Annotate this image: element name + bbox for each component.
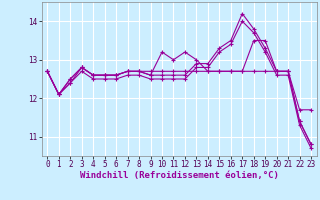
X-axis label: Windchill (Refroidissement éolien,°C): Windchill (Refroidissement éolien,°C) (80, 171, 279, 180)
